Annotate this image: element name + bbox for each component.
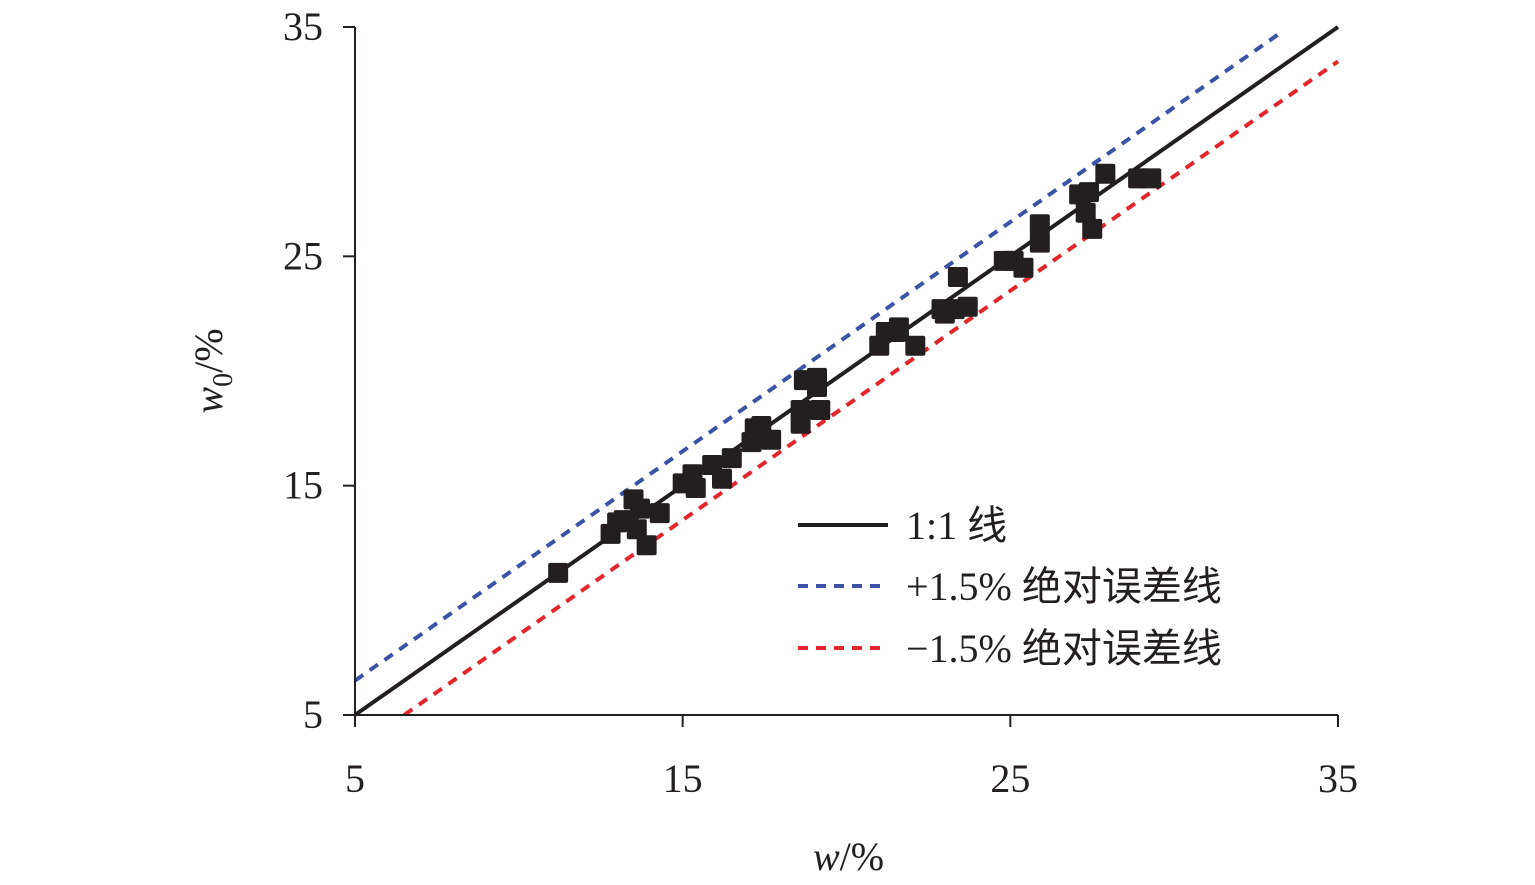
data-point [1082, 218, 1103, 239]
tick-labels: 5 15 25 35 5 15 25 35 [283, 4, 1358, 801]
axes [343, 26, 1339, 727]
legend-label: 1:1 线 [906, 503, 1007, 548]
y-tick-label: 15 [283, 463, 323, 508]
y-tick-label: 35 [283, 4, 323, 49]
legend: 1:1 线 +1.5% 绝对误差线 −1.5% 绝对误差线 [798, 503, 1222, 671]
y-tick-label: 5 [303, 692, 323, 737]
x-axis-label: w/% [813, 834, 884, 879]
data-point [1029, 232, 1050, 253]
data-point [1075, 202, 1096, 223]
data-point [807, 377, 828, 398]
reference-lines [353, 25, 1340, 717]
data-point [790, 399, 811, 420]
data-point [685, 477, 706, 498]
data-point [1078, 182, 1099, 203]
data-point [630, 498, 651, 519]
data-point [888, 317, 909, 338]
x-tick-label: 15 [663, 756, 703, 801]
x-tick-label: 5 [345, 756, 365, 801]
series-line-plus-error [353, 32, 1281, 683]
legend-label: +1.5% 绝对误差线 [906, 564, 1222, 609]
data-point [1095, 163, 1116, 184]
data-point [636, 535, 657, 556]
legend-label: −1.5% 绝对误差线 [906, 626, 1222, 671]
y-axis-label: w0/% [186, 328, 239, 413]
data-point [947, 266, 968, 287]
series-line-minus-error [403, 59, 1340, 717]
axis-labels: w/% w0/% [186, 328, 884, 879]
data-point [711, 468, 732, 489]
data-point [957, 296, 978, 317]
series-line-one-to-one [353, 25, 1340, 717]
data-point [1013, 257, 1034, 278]
data-point [649, 503, 670, 524]
data-point [905, 335, 926, 356]
y-tick-label: 25 [283, 233, 323, 278]
data-points [548, 163, 1162, 583]
data-point [626, 519, 647, 540]
data-point [1029, 214, 1050, 235]
x-tick-label: 25 [990, 756, 1030, 801]
data-point [761, 429, 782, 450]
data-point [721, 448, 742, 469]
data-point [810, 399, 831, 420]
data-point [548, 562, 569, 583]
data-point [1141, 168, 1162, 189]
x-tick-label: 35 [1318, 756, 1358, 801]
